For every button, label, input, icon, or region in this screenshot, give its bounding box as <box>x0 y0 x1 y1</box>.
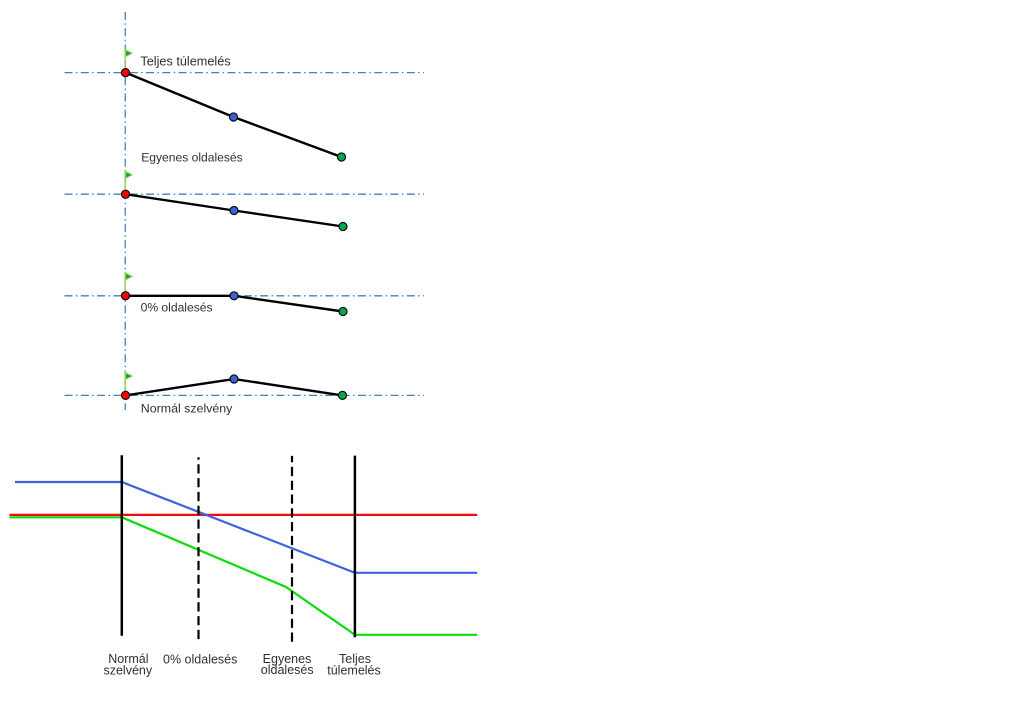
svg-text:Normál: Normál <box>108 652 148 666</box>
svg-text:túlemelés: túlemelés <box>327 663 381 677</box>
svg-text:Normál szelvény: Normál szelvény <box>141 402 233 416</box>
svg-text:0% oldalesés: 0% oldalesés <box>141 301 213 315</box>
svg-text:oldalesés: oldalesés <box>261 663 314 677</box>
svg-text:0% oldalesés: 0% oldalesés <box>163 652 237 666</box>
svg-text:Teljes túlemelés: Teljes túlemelés <box>140 55 230 69</box>
svg-text:Egyenes oldalesés: Egyenes oldalesés <box>141 151 243 165</box>
svg-text:Teljes: Teljes <box>339 652 371 666</box>
svg-text:Egyenes: Egyenes <box>263 652 312 666</box>
svg-text:szelvény: szelvény <box>103 663 152 677</box>
